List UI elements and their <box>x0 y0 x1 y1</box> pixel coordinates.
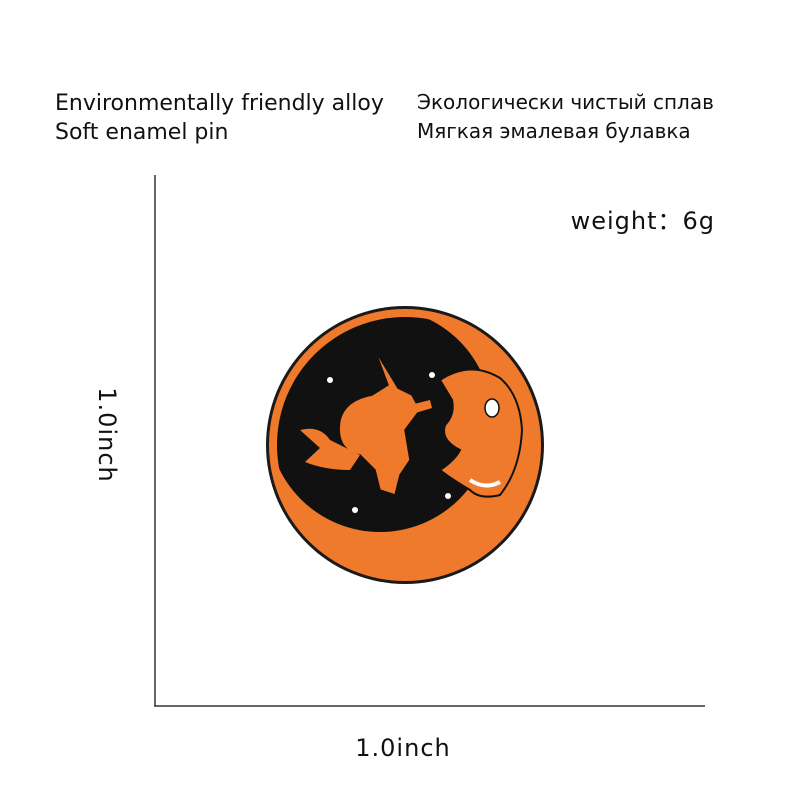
english-line: Environmentally friendly alloy <box>55 91 384 116</box>
russian-line: Экологически чистый сплав <box>417 90 714 114</box>
english-line: Soft enamel pin <box>55 120 228 145</box>
width-label: 1.0inch <box>355 734 450 762</box>
height-label: 1.0inch <box>93 387 121 482</box>
enamel-pin <box>266 306 544 584</box>
russian-line: Мягкая эмалевая булавка <box>417 119 691 143</box>
weight-label: weight：6g <box>571 207 715 235</box>
